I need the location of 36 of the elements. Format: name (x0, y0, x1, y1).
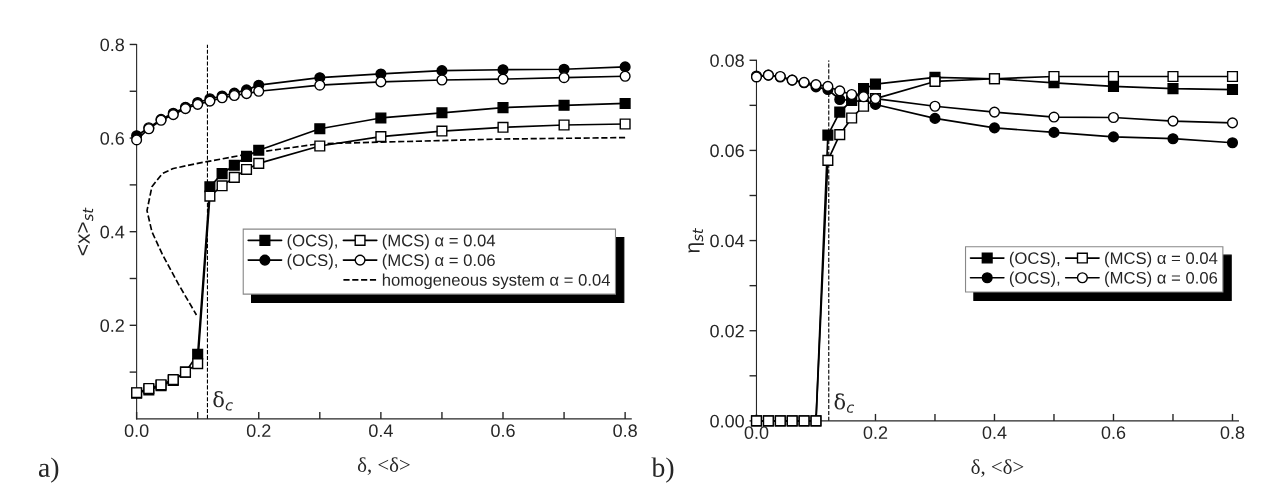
x-tick-label: 0.8 (613, 424, 637, 438)
x-tick-label: 0.4 (369, 424, 393, 438)
x-tick-label: 0.0 (124, 424, 149, 438)
ref-line-label: δ$_{c}$ (834, 393, 855, 413)
y-tick-label: 0.00 (710, 414, 744, 428)
y-tick-label: 0.4 (100, 225, 125, 239)
text: b) (651, 457, 674, 483)
legend-label: (MCS) α = 0.04 (382, 234, 496, 250)
x-axis-title: δ, <δ> (971, 459, 1024, 477)
x-tick-label: 0.6 (1101, 426, 1126, 440)
x-tick-label: 0.2 (863, 426, 888, 440)
y-axis-title: η$_{st}$ (688, 227, 704, 253)
y-tick-label: 0.2 (100, 319, 124, 333)
legend-label: (MCS) α = 0.06 (382, 253, 495, 270)
y-tick-label: 0.02 (710, 324, 744, 338)
y-tick-label: 0.04 (710, 234, 745, 248)
legend-label: (MCS) α = 0.06 (1105, 271, 1218, 288)
legend-label: homogeneous system α = 0.04 (382, 273, 611, 290)
y-axis-title: <x>$_{st}$ (77, 207, 94, 256)
x-tick-label: 0.8 (1220, 426, 1245, 440)
y-tick-label: 0.8 (100, 38, 125, 52)
y-tick-label: 0.06 (710, 144, 744, 158)
ref-line-label: δ$_{c}$ (213, 391, 233, 411)
legend-label: (OCS), (287, 253, 337, 270)
x-tick-label: 0.2 (246, 424, 271, 438)
x-axis-title: δ, <δ> (357, 457, 410, 475)
legend-label: (OCS), (1009, 251, 1060, 268)
y-tick-label: 0.6 (100, 132, 125, 145)
legend-label: (OCS), (1009, 271, 1060, 288)
legend-label: (OCS), (287, 234, 337, 250)
y-tick-label: 0.08 (710, 54, 744, 67)
x-tick-label: 0.0 (744, 426, 769, 440)
x-tick-label: 0.6 (491, 424, 515, 438)
text: a) (38, 457, 59, 483)
legend-label: (MCS) α = 0.04 (1105, 251, 1218, 268)
x-tick-label: 0.4 (982, 426, 1007, 440)
